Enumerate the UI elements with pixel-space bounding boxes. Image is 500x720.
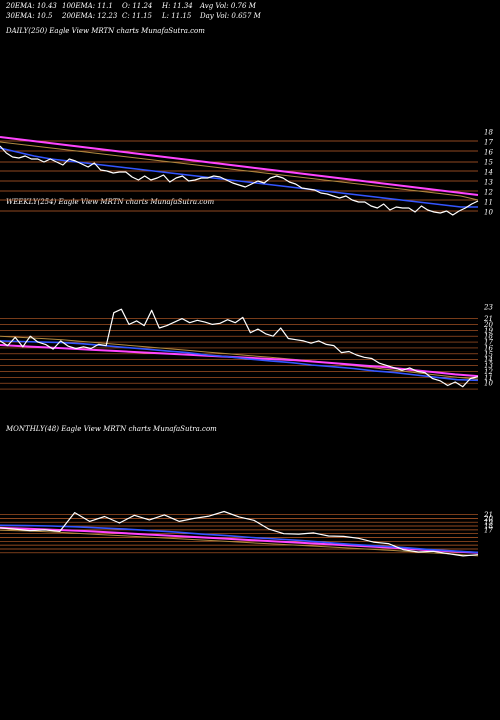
daily-panel-title: DAILY(250) Eagle View MRTN charts Munafa… [6, 27, 205, 35]
weekly-tick-label-10: 12 [484, 368, 493, 376]
daily-tick-label-4: 14 [484, 169, 493, 177]
weekly-tick-label-3: 19 [484, 327, 493, 335]
weekly-tick-label-9: 13 [484, 362, 493, 370]
weekly-tick-label-12: 10 [484, 380, 493, 388]
weekly-tick-label-2: 20 [483, 321, 493, 329]
open-readout: O: 11.24 [122, 2, 153, 10]
weekly-tick-label-7: 15 [484, 350, 493, 358]
daily-ema-fast-line [0, 147, 478, 208]
monthly-tick-label-2: 19 [484, 519, 493, 527]
ema20-readout: 20EMA: 10.43 [6, 2, 57, 10]
close-readout: C: 11.15 [122, 12, 152, 20]
monthly-panel-title: MONTHLY(48) Eagle View MRTN charts Munaf… [6, 425, 217, 433]
weekly-tick-label-11: 11 [484, 374, 493, 382]
ema30-readout: 30EMA: 10.5 [6, 12, 53, 20]
low-readout: L: 11.15 [162, 12, 192, 20]
weekly-ema-mid-line [0, 335, 479, 380]
monthly-ema-mid-line [0, 529, 479, 557]
weekly-ema-fast-line [0, 340, 479, 382]
daily-price-line [0, 145, 479, 216]
day-volume-readout: Day Vol: 0.657 M [200, 12, 261, 20]
monthly-tick-label-0: 21 [483, 511, 493, 519]
daily-tick-label-6: 12 [484, 189, 493, 197]
weekly-price-line [0, 308, 479, 388]
daily-ema-mid-line [0, 141, 479, 201]
daily-tick-label-5: 13 [484, 179, 493, 187]
daily-tick-label-7: 11 [484, 199, 493, 207]
weekly-panel-title: WEEKLY(254) Eagle View MRTN charts Munaf… [6, 198, 215, 206]
daily-tick-label-1: 17 [484, 139, 493, 147]
monthly-price-line [0, 510, 479, 557]
daily-tick-label-0: 18 [484, 129, 493, 137]
weekly-tick-label-1: 21 [483, 315, 493, 323]
high-readout: H: 11.34 [162, 2, 193, 10]
daily-tick-label-8: 10 [484, 209, 493, 217]
weekly-tick-label-6: 16 [484, 344, 493, 352]
monthly-tick-label-3: 18 [484, 523, 493, 531]
weekly-tick-label-4: 18 [484, 333, 493, 341]
monthly-tick-label-4: 17 [484, 526, 493, 534]
weekly-tick-label-5: 17 [484, 339, 493, 347]
ema100-readout: 100EMA: 11.1 [62, 2, 113, 10]
monthly-tick-label-1: 20 [483, 515, 493, 523]
weekly-tick-label-8: 14 [484, 356, 493, 364]
weekly-tick-label-0: 23 [483, 303, 493, 311]
ema200-readout: 200EMA: 12.23 [62, 12, 118, 20]
daily-tick-label-3: 15 [484, 159, 493, 167]
avg-volume-readout: Avg Vol: 0.76 M [200, 2, 256, 10]
daily-tick-label-2: 16 [484, 149, 493, 157]
daily-ema-slow-line [0, 136, 479, 196]
